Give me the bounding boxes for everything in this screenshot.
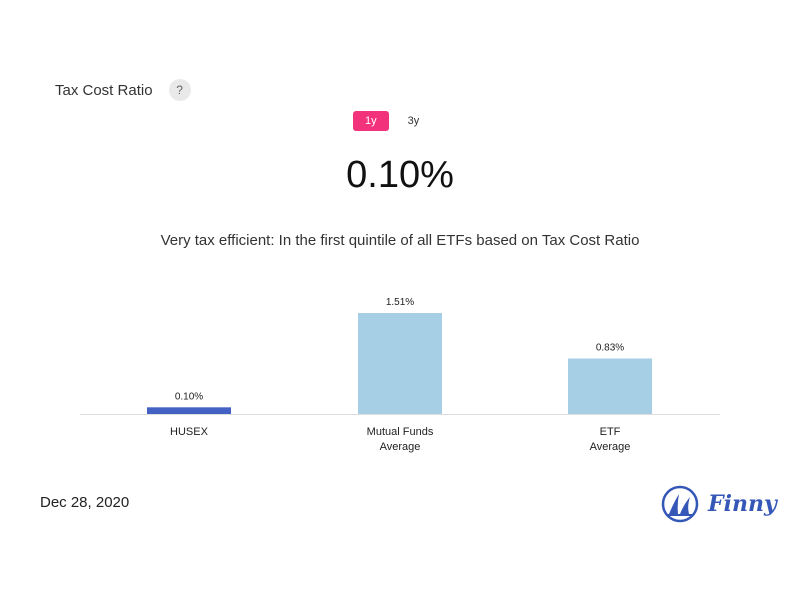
- tax-cost-ratio-chart: 0.10% HUSEX 1.51% Mutual Funds Average 0.83% E…: [80, 297, 720, 453]
- headline-value: 0.10%: [346, 154, 454, 196]
- section-header: Tax Cost Ratio ?: [55, 79, 191, 101]
- period-1y-button[interactable]: 1y: [353, 111, 389, 131]
- finny-sail-icon: [661, 485, 699, 523]
- bar-0: [147, 407, 231, 414]
- finny-logo-text: Finny: [708, 491, 777, 517]
- data-label-1: 1.51%: [386, 297, 414, 308]
- period-3y-button[interactable]: 3y: [407, 115, 420, 127]
- category-label-0-0: HUSEX: [170, 426, 209, 438]
- category-label-1-1: Average: [380, 441, 421, 453]
- section-title: Tax Cost Ratio: [55, 81, 153, 99]
- finny-logo[interactable]: Finny: [660, 484, 777, 524]
- efficiency-description: Very tax efficient: In the first quintil…: [160, 232, 640, 249]
- category-label-1-0: Mutual Funds: [367, 426, 434, 438]
- bar-2: [568, 358, 652, 414]
- as-of-date: Dec 28, 2020: [40, 494, 130, 511]
- bar-1: [358, 313, 442, 414]
- category-label-2-0: ETF: [600, 426, 621, 438]
- data-label-2: 0.83%: [596, 342, 624, 353]
- data-label-0: 0.10%: [175, 391, 203, 402]
- category-label-2-1: Average: [590, 441, 631, 453]
- help-button[interactable]: ?: [168, 79, 191, 101]
- period-toggle: 1y 3y: [353, 111, 438, 131]
